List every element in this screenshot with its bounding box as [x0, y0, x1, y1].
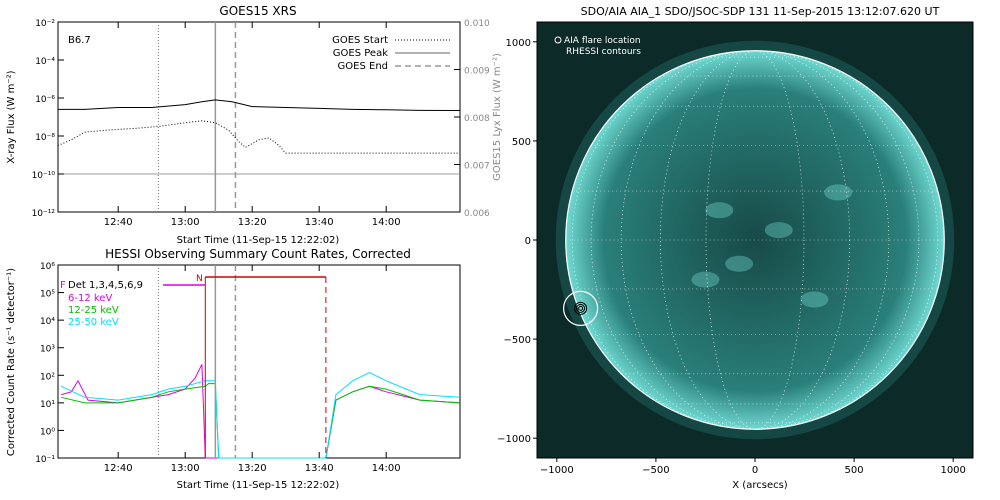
- goes-y-tick-label-right: 0.010: [464, 19, 490, 29]
- goes-y-tick-label: 10⁻⁴: [35, 57, 55, 67]
- hessi-x-tick-label: 12:40: [104, 463, 133, 474]
- goes-y-tick-label-right: 0.006: [464, 209, 490, 219]
- hessi-flag-n: N: [196, 274, 203, 284]
- goes-legend: GOES Start GOES Peak GOES End: [332, 35, 450, 72]
- hessi-title: HESSI Observing Summary Count Rates, Cor…: [105, 247, 411, 261]
- hessi-y-tick-label: 10³: [40, 345, 55, 355]
- hessi-y-label: Corrected Count Rate (s⁻¹ detector⁻¹): [6, 268, 17, 456]
- hessi-y-tick-label: 10⁻¹: [35, 455, 55, 465]
- hessi-y-tick-label: 10¹: [40, 400, 55, 410]
- hessi-legend-12-25: 12-25 keV: [68, 305, 119, 316]
- aia-y-tick-label: −500: [504, 335, 531, 346]
- goes-plot-area: [57, 22, 460, 212]
- aia-y-ticks: 1000 500 0 −500 −1000: [497, 38, 537, 445]
- goes-x-ticks: 12:40 13:00 13:20 13:40 14:00: [104, 22, 401, 228]
- hessi-panel: HESSI Observing Summary Count Rates, Cor…: [6, 247, 461, 491]
- aia-x-ticks: −1000 −500 0 500 1000: [540, 458, 966, 476]
- aia-x-tick-label: 500: [845, 465, 864, 476]
- goes-panel: GOES15 XRS 12:40 13:00 13:20 13:40 14:00 10⁻…: [6, 4, 503, 246]
- aia-active-region: [764, 222, 793, 239]
- aia-rhessi-contour: [578, 305, 584, 311]
- aia-active-region: [824, 184, 853, 201]
- aia-y-tick-label: 1000: [506, 38, 531, 49]
- goes-legend-end: GOES End: [338, 61, 388, 72]
- hessi-x-tick-label: 13:20: [238, 463, 267, 474]
- goes-y-tick-label: 10⁻⁶: [35, 95, 55, 105]
- goes-y-tick-label-right: 0.007: [464, 162, 490, 172]
- hessi-legend-25-50: 25-50 keV: [68, 317, 119, 328]
- aia-active-region: [725, 255, 754, 272]
- hessi-legend-6-12: 6-12 keV: [68, 293, 112, 304]
- aia-y-tick-label: 0: [525, 236, 531, 247]
- aia-active-region: [800, 291, 829, 308]
- hessi-y-tick-label: 10⁵: [40, 290, 55, 300]
- hessi-y-tick-label: 10²: [40, 372, 55, 382]
- goes-y-tick-label: 10⁻¹⁰: [32, 171, 56, 181]
- hessi-series-line-2: [60, 371, 460, 459]
- hessi-x-tick-label: 13:40: [305, 463, 334, 474]
- aia-title: SDO/AIA AIA_1 SDO/JSOC-SDP 131 11-Sep-20…: [581, 5, 940, 18]
- hessi-y-tick-label: 10⁰: [40, 427, 55, 437]
- goes-y-tick-label-right: 0.008: [464, 114, 490, 124]
- aia-legend-circle-icon: [554, 36, 562, 44]
- goes-y-tick-label: 10⁻¹²: [32, 209, 56, 219]
- goes-y-tick-label: 10⁻⁸: [35, 133, 55, 143]
- goes-y-tick-label: 10⁻²: [35, 19, 55, 29]
- goes-y-label: X-ray Flux (W m⁻²): [6, 70, 17, 163]
- aia-x-tick-label: −500: [642, 465, 669, 476]
- aia-legend-flare: AIA flare location: [564, 36, 641, 46]
- hessi-y-ticks: 10⁶ 10⁵ 10⁴ 10³ 10² 10¹ 10⁰ 10⁻¹: [35, 262, 64, 465]
- goes-y-ticks: 10⁻² 10⁻⁴ 10⁻⁶ 10⁻⁸ 10⁻¹⁰ 10⁻¹²: [32, 19, 64, 219]
- aia-panel: SDO/AIA AIA_1 SDO/JSOC-SDP 131 11-Sep-20…: [497, 5, 974, 491]
- aia-grid-meridian: [660, 50, 850, 430]
- goes-title: GOES15 XRS: [219, 4, 296, 18]
- aia-grid-meridian: [620, 50, 890, 430]
- aia-limb: [565, 50, 945, 430]
- aia-rhessi-contour: [574, 301, 588, 315]
- hessi-x-tick-label: 14:00: [372, 463, 401, 474]
- hessi-x-label: Start Time (11-Sep-15 12:22:02): [177, 480, 340, 491]
- hessi-y-tick-label: 10⁶: [40, 262, 55, 272]
- goes-series-line-0: [57, 99, 460, 111]
- aia-rhessi-contour: [576, 303, 586, 313]
- aia-image: [536, 21, 974, 459]
- goes-x-label: Start Time (11-Sep-15 12:22:02): [177, 235, 340, 246]
- aia-active-region: [691, 271, 720, 288]
- hessi-x-ticks: 12:40 13:00 13:20 13:40 14:00: [104, 265, 401, 474]
- hessi-x-tick-label: 13:00: [171, 463, 200, 474]
- hessi-y-tick-label: 10⁴: [40, 317, 55, 327]
- aia-active-region: [705, 202, 734, 219]
- goes-x-tick-label: 13:40: [305, 217, 334, 228]
- aia-flare-location-marker: [562, 290, 599, 326]
- aia-legend-contours: RHESSI contours: [566, 47, 641, 57]
- goes-y-ticks-right: 0.010 0.009 0.008 0.007 0.006: [454, 19, 490, 219]
- hessi-axes-frame: [57, 264, 461, 459]
- goes-y-tick-label-right: 0.009: [464, 67, 490, 77]
- goes-x-tick-label: 12:40: [104, 217, 133, 228]
- aia-y-tick-label: −1000: [497, 434, 531, 445]
- goes-legend-start: GOES Start: [332, 35, 388, 46]
- aia-x-label: X (arcsecs): [732, 480, 788, 491]
- aia-x-tick-label: 0: [752, 465, 758, 476]
- hessi-legend: F Det 1,3,4,5,6,9 6-12 keV 12-25 keV 25-…: [60, 274, 203, 328]
- goes-x-tick-label: 14:00: [372, 217, 401, 228]
- aia-x-tick-label: −1000: [540, 465, 574, 476]
- hessi-legend-det: Det 1,3,4,5,6,9: [68, 280, 143, 291]
- goes-legend-peak: GOES Peak: [333, 48, 388, 59]
- hessi-plot-area: [60, 265, 460, 459]
- goes-y-label-right: GOES15 Lyx Flux (W m⁻²): [492, 53, 503, 181]
- goes-class-label: B6.7: [68, 35, 91, 46]
- hessi-series-line-0: [61, 364, 460, 459]
- goes-series-line-1: [57, 120, 460, 154]
- aia-sun-disk: [565, 50, 945, 430]
- aia-grid-meridian: [705, 50, 805, 430]
- hessi-flag-f: F: [60, 280, 66, 291]
- aia-x-tick-label: 1000: [940, 465, 965, 476]
- goes-x-tick-label: 13:00: [171, 217, 200, 228]
- aia-y-tick-label: 500: [512, 137, 531, 148]
- aia-legend: AIA flare location RHESSI contours: [554, 36, 641, 57]
- goes-x-tick-label: 13:20: [238, 217, 267, 228]
- goes-axes-frame: [57, 21, 461, 213]
